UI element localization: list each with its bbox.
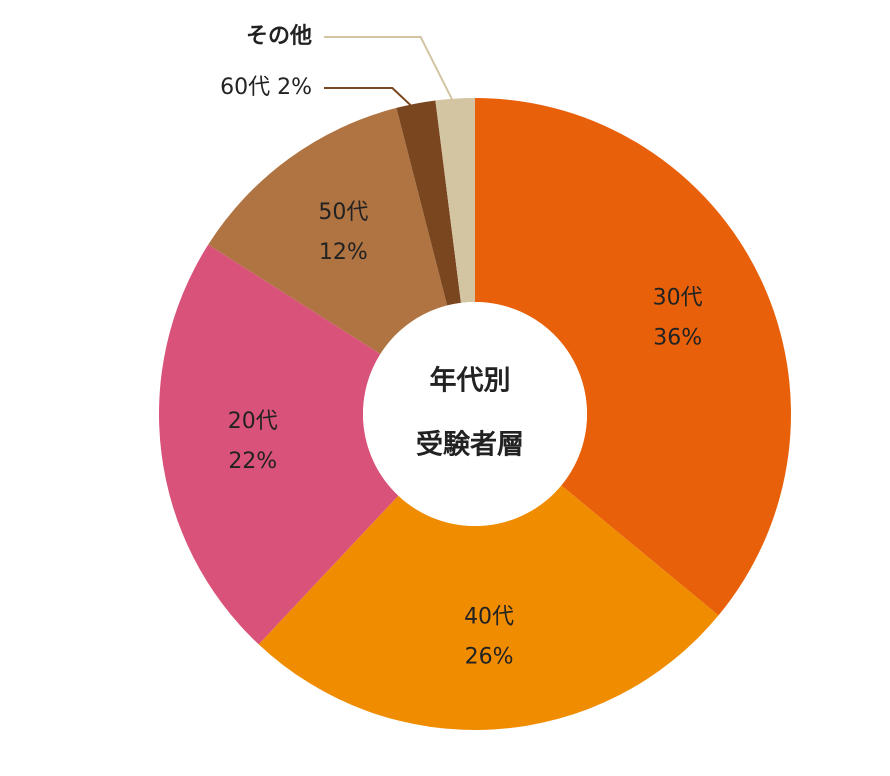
value-label: 26% (465, 645, 514, 670)
category-label: 50代 (318, 200, 368, 225)
slice (475, 98, 791, 616)
donut-hole (363, 302, 587, 526)
slice (159, 244, 399, 645)
slice (208, 107, 448, 354)
center-label: 年代別 (430, 365, 511, 397)
value-label: 36% (653, 326, 702, 351)
leader-line (324, 36, 457, 108)
category-label: 30代 (653, 286, 703, 311)
leader-line (324, 87, 418, 113)
slice (258, 485, 719, 730)
slice (396, 100, 461, 306)
slices (159, 98, 791, 730)
category-label: 60代 (220, 75, 270, 100)
category-label: 20代 (228, 409, 278, 434)
outside-label: その他 (246, 24, 312, 49)
value-label: 2% (277, 75, 312, 100)
value-label: 22% (228, 449, 277, 474)
category-label: その他 (246, 24, 312, 49)
category-label: 40代 (464, 605, 514, 630)
slice (435, 98, 475, 303)
center-label: 受験者層 (416, 429, 524, 461)
outside-label: 60代 2% (220, 75, 312, 100)
value-label: 12% (319, 240, 368, 265)
